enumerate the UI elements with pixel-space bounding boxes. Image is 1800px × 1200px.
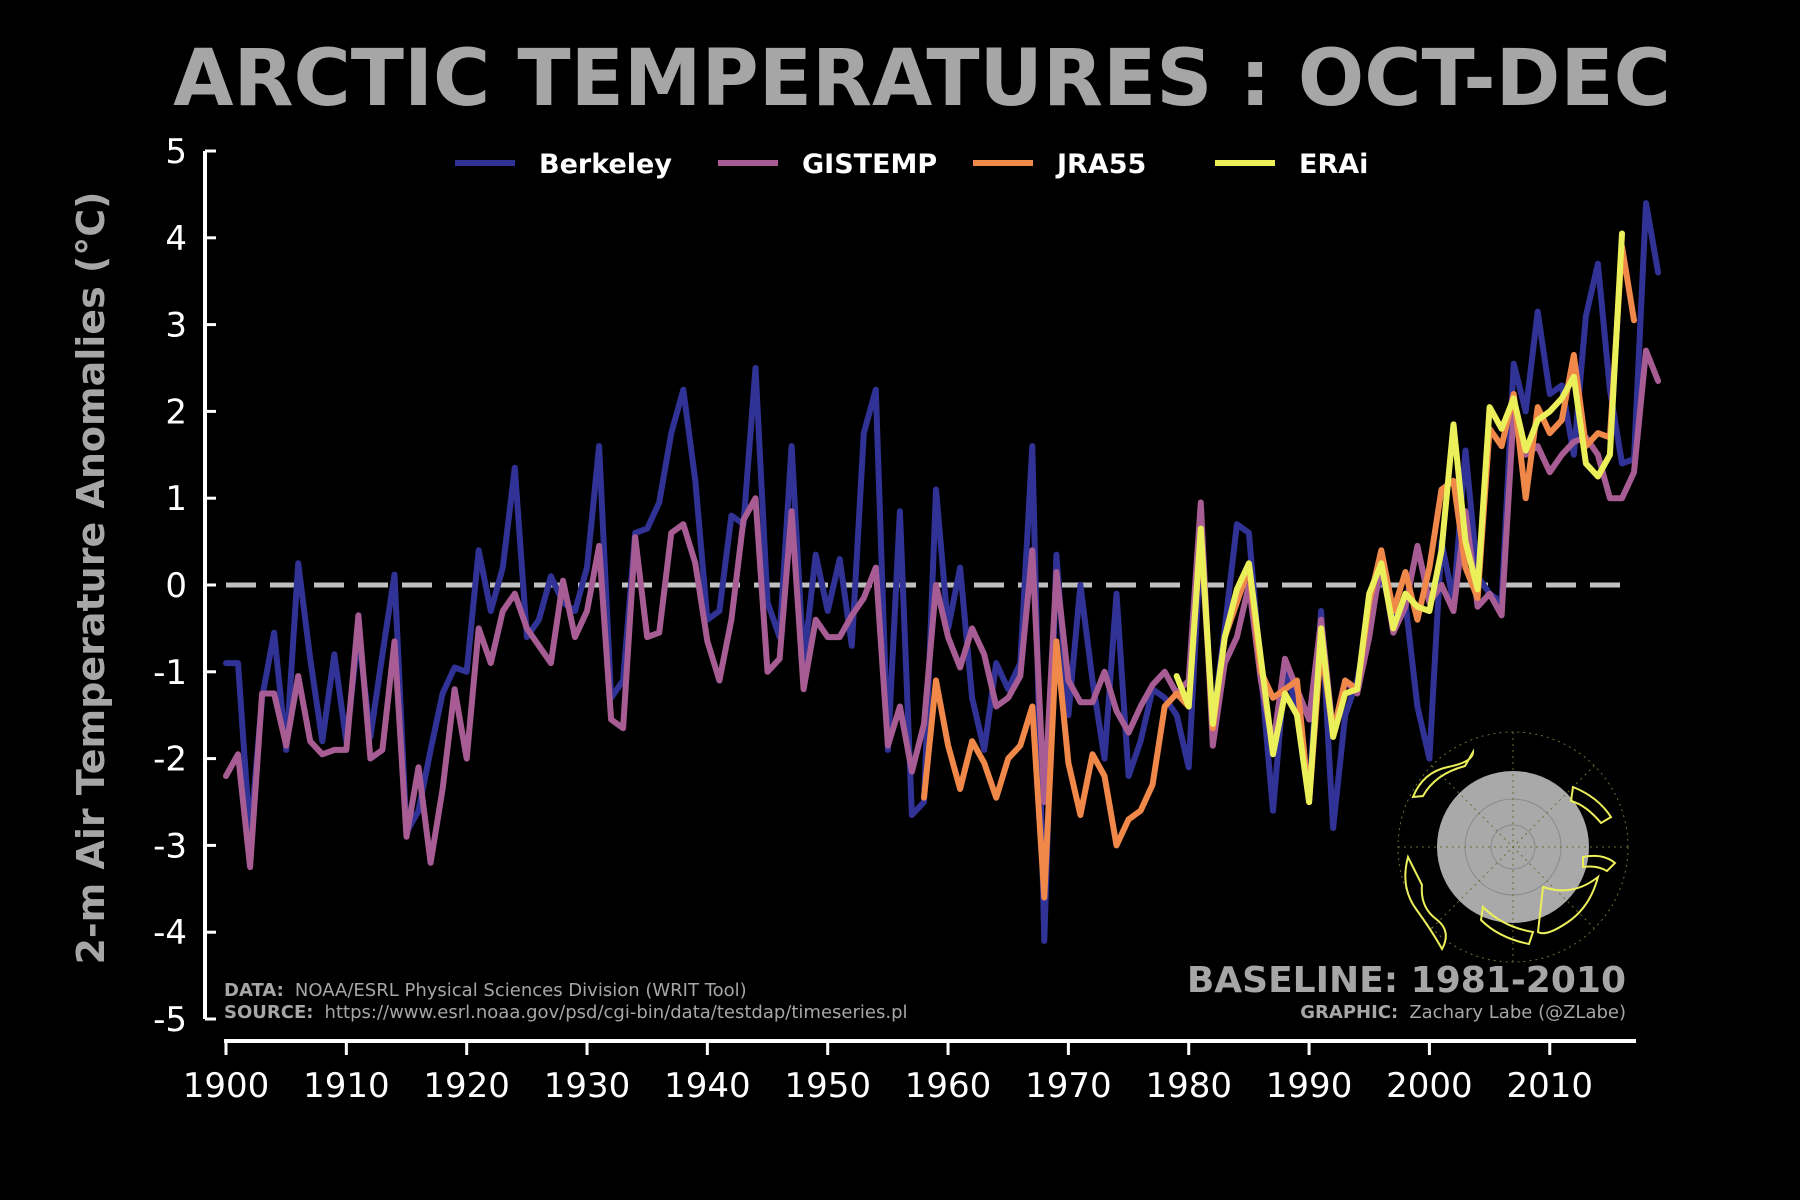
x-tick-label: 1940	[664, 1066, 751, 1106]
graphic-credit: GRAPHIC: Zachary Labe (@ZLabe)	[1300, 1002, 1626, 1023]
y-tick-label: -5	[153, 1000, 187, 1040]
y-axis-label: 2-m Air Temperature Anomalies (°C)	[69, 191, 113, 964]
x-tick-label: 1990	[1266, 1066, 1353, 1106]
x-tick-label: 1900	[183, 1066, 270, 1106]
x-tick-label: 1920	[423, 1066, 510, 1106]
series-line-gistemp	[223, 347, 1662, 871]
graphic-credit-text: Zachary Labe (@ZLabe)	[1409, 1002, 1626, 1023]
map-lat-ring-inner	[1490, 824, 1536, 870]
graphic-credit-label: GRAPHIC:	[1300, 1002, 1398, 1023]
x-tick-label: 1910	[303, 1066, 390, 1106]
source-note: SOURCE: https://www.esrl.noaa.gov/psd/cg…	[224, 1002, 908, 1023]
map-meridian-d2	[1431, 765, 1595, 929]
y-tick-label: 2	[165, 392, 187, 432]
x-tick-label: 1950	[784, 1066, 871, 1106]
legend-label-erai: ERAi	[1299, 149, 1368, 180]
x-tick-label: 1930	[544, 1066, 631, 1106]
y-tick-label: -3	[153, 826, 187, 866]
y-tick-label: 5	[165, 132, 187, 172]
y-tick-label: -4	[153, 913, 187, 953]
y-tick-label: 1	[165, 479, 187, 519]
y-tick-label: -2	[153, 740, 187, 780]
series-line-berkeley	[223, 200, 1662, 944]
x-tick-label: 1980	[1145, 1066, 1232, 1106]
y-tick-label: 3	[165, 306, 187, 346]
chart-title: ARCTIC TEMPERATURES : OCT-DEC	[173, 34, 1671, 124]
legend-label-jra55: JRA55	[1055, 149, 1146, 180]
x-tick-label: 2010	[1506, 1066, 1593, 1106]
data-note: DATA: NOAA/ESRL Physical Sciences Divisi…	[224, 980, 747, 1001]
y-tick-label: 0	[165, 566, 187, 606]
y-tick-label: -1	[153, 653, 187, 693]
polar-map-inset	[1397, 731, 1629, 963]
x-tick-label: 2000	[1386, 1066, 1473, 1106]
data-note-label: DATA:	[224, 980, 284, 1001]
legend: Berkeley GISTEMP JRA55 ERAi	[455, 149, 1368, 180]
x-tick-label: 1970	[1025, 1066, 1112, 1106]
y-tick-label: 4	[165, 219, 187, 259]
axes: 5 4 3 2 1 0 -1 -2 -3 -4 -5 1900 1910 1920 1930 1940 1950…	[153, 132, 1636, 1106]
source-note-label: SOURCE:	[224, 1002, 313, 1023]
series-line-erai	[1173, 230, 1625, 805]
series-group	[223, 200, 1662, 944]
map-coastlines	[1404, 748, 1617, 952]
legend-label-berkeley: Berkeley	[539, 149, 672, 180]
data-note-text: NOAA/ESRL Physical Sciences Division (WR…	[295, 980, 747, 1001]
source-note-text: https://www.esrl.noaa.gov/psd/cgi-bin/da…	[325, 1002, 908, 1023]
x-tick-label: 1960	[905, 1066, 992, 1106]
legend-label-gistemp: GISTEMP	[802, 149, 937, 180]
baseline-note: BASELINE: 1981-2010	[1187, 960, 1626, 1001]
